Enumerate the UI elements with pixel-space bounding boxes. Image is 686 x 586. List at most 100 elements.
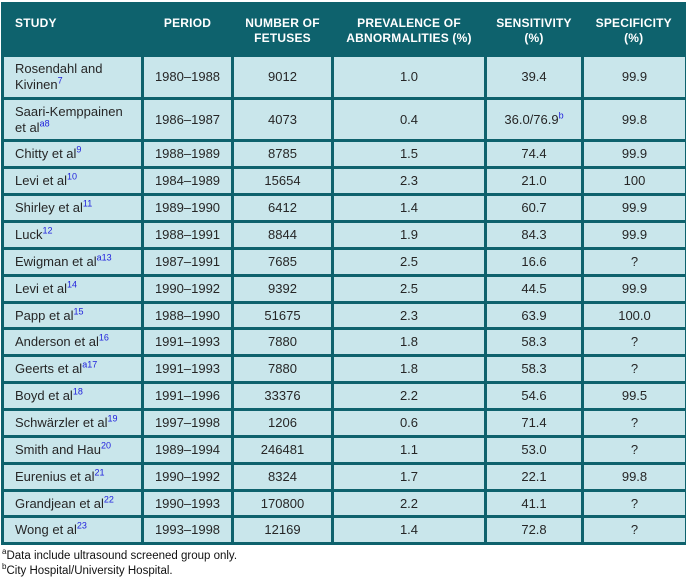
study-reference-link[interactable]: 11 [82, 198, 93, 209]
study-reference-link[interactable]: 18 [72, 386, 83, 397]
specificity-cell: ? [581, 408, 686, 438]
period-cell: 1990–1992 [141, 461, 234, 492]
study-reference-link[interactable]: 14 [67, 279, 78, 290]
table-body: Rosendahl and Kivinen7 1980–1988 9012 1.… [1, 54, 686, 546]
study-reference-link[interactable]: a13 [96, 252, 112, 263]
fetuses-cell: 7880 [231, 327, 334, 358]
study-reference-link[interactable]: 10 [67, 171, 78, 182]
column-header-study: STUDY [2, 3, 143, 56]
study-reference-link[interactable]: 22 [103, 494, 114, 505]
study-name: Saari-Kemppainen et al [15, 103, 123, 135]
study-reference-link[interactable]: 16 [98, 333, 109, 344]
sensitivity-cell: 36.0/76.9b [484, 96, 584, 143]
study-cell: Luck12 [1, 220, 144, 250]
fetuses-cell: 9392 [231, 273, 334, 304]
fetuses-cell: 12169 [231, 515, 334, 546]
study-cell: Saari-Kemppainen et ala8 [1, 96, 144, 143]
table-row: Schwärzler et al19 1997–1998 1206 0.6 71… [1, 408, 686, 438]
specificity-cell: ? [581, 327, 686, 358]
study-name: Smith and Hau [15, 441, 101, 457]
period-cell: 1986–1987 [141, 96, 234, 143]
period-cell: 1988–1991 [141, 220, 234, 250]
table-row: Luck12 1988–1991 8844 1.9 84.3 99.9 [1, 220, 686, 250]
sensitivity-value: 72.8 [521, 522, 547, 538]
prevalence-cell: 1.0 [331, 54, 487, 100]
period-cell: 1997–1998 [141, 408, 234, 438]
prevalence-cell: 1.7 [331, 461, 487, 492]
studies-table: STUDY PERIOD NUMBER OF FETUSES PREVALENC… [1, 2, 686, 546]
sensitivity-cell: 21.0 [484, 166, 584, 197]
footnote-b-text: City Hospital/University Hospital. [6, 564, 173, 577]
study-reference-link[interactable]: 21 [94, 467, 105, 478]
study-cell: Anderson et al16 [1, 327, 144, 358]
specificity-cell: 99.9 [581, 139, 686, 170]
study-reference-link[interactable]: 12 [42, 225, 53, 236]
sensitivity-value: 84.3 [521, 227, 547, 243]
period-cell: 1991–1993 [141, 354, 234, 385]
table-row: Shirley et al11 1989–1990 6412 1.4 60.7 … [1, 193, 686, 224]
study-name: Anderson et al [15, 334, 99, 350]
fetuses-cell: 7685 [231, 246, 334, 277]
specificity-cell: ? [581, 515, 686, 546]
specificity-cell: 100 [581, 166, 686, 197]
study-name: Levi et al [15, 280, 68, 296]
prevalence-cell: 2.3 [331, 166, 487, 197]
period-cell: 1988–1989 [141, 139, 234, 170]
study-reference-link[interactable]: 9 [76, 145, 82, 156]
study-reference-link[interactable]: a8 [39, 118, 50, 129]
study-name: Levi et al [15, 173, 68, 189]
footnote-b-marker: b [2, 561, 7, 571]
sensitivity-cell: 16.6 [484, 246, 584, 277]
sensitivity-value: 60.7 [521, 200, 547, 216]
fetuses-cell: 51675 [231, 300, 334, 331]
header-row: STUDY PERIOD NUMBER OF FETUSES PREVALENC… [2, 3, 686, 56]
period-cell: 1988–1990 [141, 300, 234, 331]
column-header-prevalence: PREVALENCE OF ABNORMALITIES (%) [332, 3, 486, 56]
fetuses-cell: 170800 [231, 488, 334, 519]
sensitivity-value: 22.1 [521, 468, 547, 484]
sensitivity-cell: 44.5 [484, 273, 584, 304]
study-cell: Shirley et al11 [1, 193, 144, 224]
prevalence-cell: 2.5 [331, 273, 487, 304]
fetuses-cell: 246481 [231, 434, 334, 465]
study-name: Eurenius et al [15, 468, 95, 484]
sensitivity-cell: 22.1 [484, 461, 584, 492]
specificity-cell: 100.0 [581, 300, 686, 331]
study-cell: Levi et al14 [1, 273, 144, 304]
sensitivity-cell: 84.3 [484, 220, 584, 250]
study-name: Rosendahl and Kivinen [15, 61, 103, 92]
table-row: Eurenius et al21 1990–1992 8324 1.7 22.1… [1, 461, 686, 492]
period-cell: 1989–1990 [141, 193, 234, 224]
study-reference-link[interactable]: 20 [101, 440, 112, 451]
column-header-period: PERIOD [142, 3, 233, 56]
study-reference-link[interactable]: 19 [107, 413, 118, 424]
sensitivity-cell: 54.6 [484, 381, 584, 412]
study-reference-link[interactable]: 15 [73, 306, 84, 317]
study-reference-link[interactable]: 23 [76, 521, 87, 532]
specificity-cell: 99.5 [581, 381, 686, 412]
sensitivity-cell: 41.1 [484, 488, 584, 519]
study-name: Geerts et al [15, 361, 83, 377]
sensitivity-cell: 58.3 [484, 354, 584, 385]
prevalence-cell: 1.8 [331, 354, 487, 385]
sensitivity-value: 63.9 [521, 307, 547, 323]
sensitivity-cell: 63.9 [484, 300, 584, 331]
prevalence-cell: 2.2 [331, 381, 487, 412]
column-header-fetuses: NUMBER OF FETUSES [232, 3, 333, 56]
study-cell: Boyd et al18 [1, 381, 144, 412]
column-header-sensitivity: SENSITIVITY (%) [485, 3, 583, 56]
period-cell: 1990–1992 [141, 273, 234, 304]
sensitivity-cell: 53.0 [484, 434, 584, 465]
study-reference-link[interactable]: a17 [82, 359, 98, 370]
footnote-a-text: Data include ultrasound screened group o… [6, 550, 238, 563]
study-name: Shirley et al [15, 200, 83, 216]
sensitivity-footnote-link[interactable]: b [558, 110, 564, 121]
table-row: Boyd et al18 1991–1996 33376 2.2 54.6 99… [1, 381, 686, 412]
fetuses-cell: 8324 [231, 461, 334, 492]
study-reference-link[interactable]: 7 [57, 75, 63, 86]
study-cell: Grandjean et al22 [1, 488, 144, 519]
study-cell: Chitty et al9 [1, 139, 144, 170]
sensitivity-cell: 71.4 [484, 408, 584, 438]
specificity-cell: ? [581, 434, 686, 465]
